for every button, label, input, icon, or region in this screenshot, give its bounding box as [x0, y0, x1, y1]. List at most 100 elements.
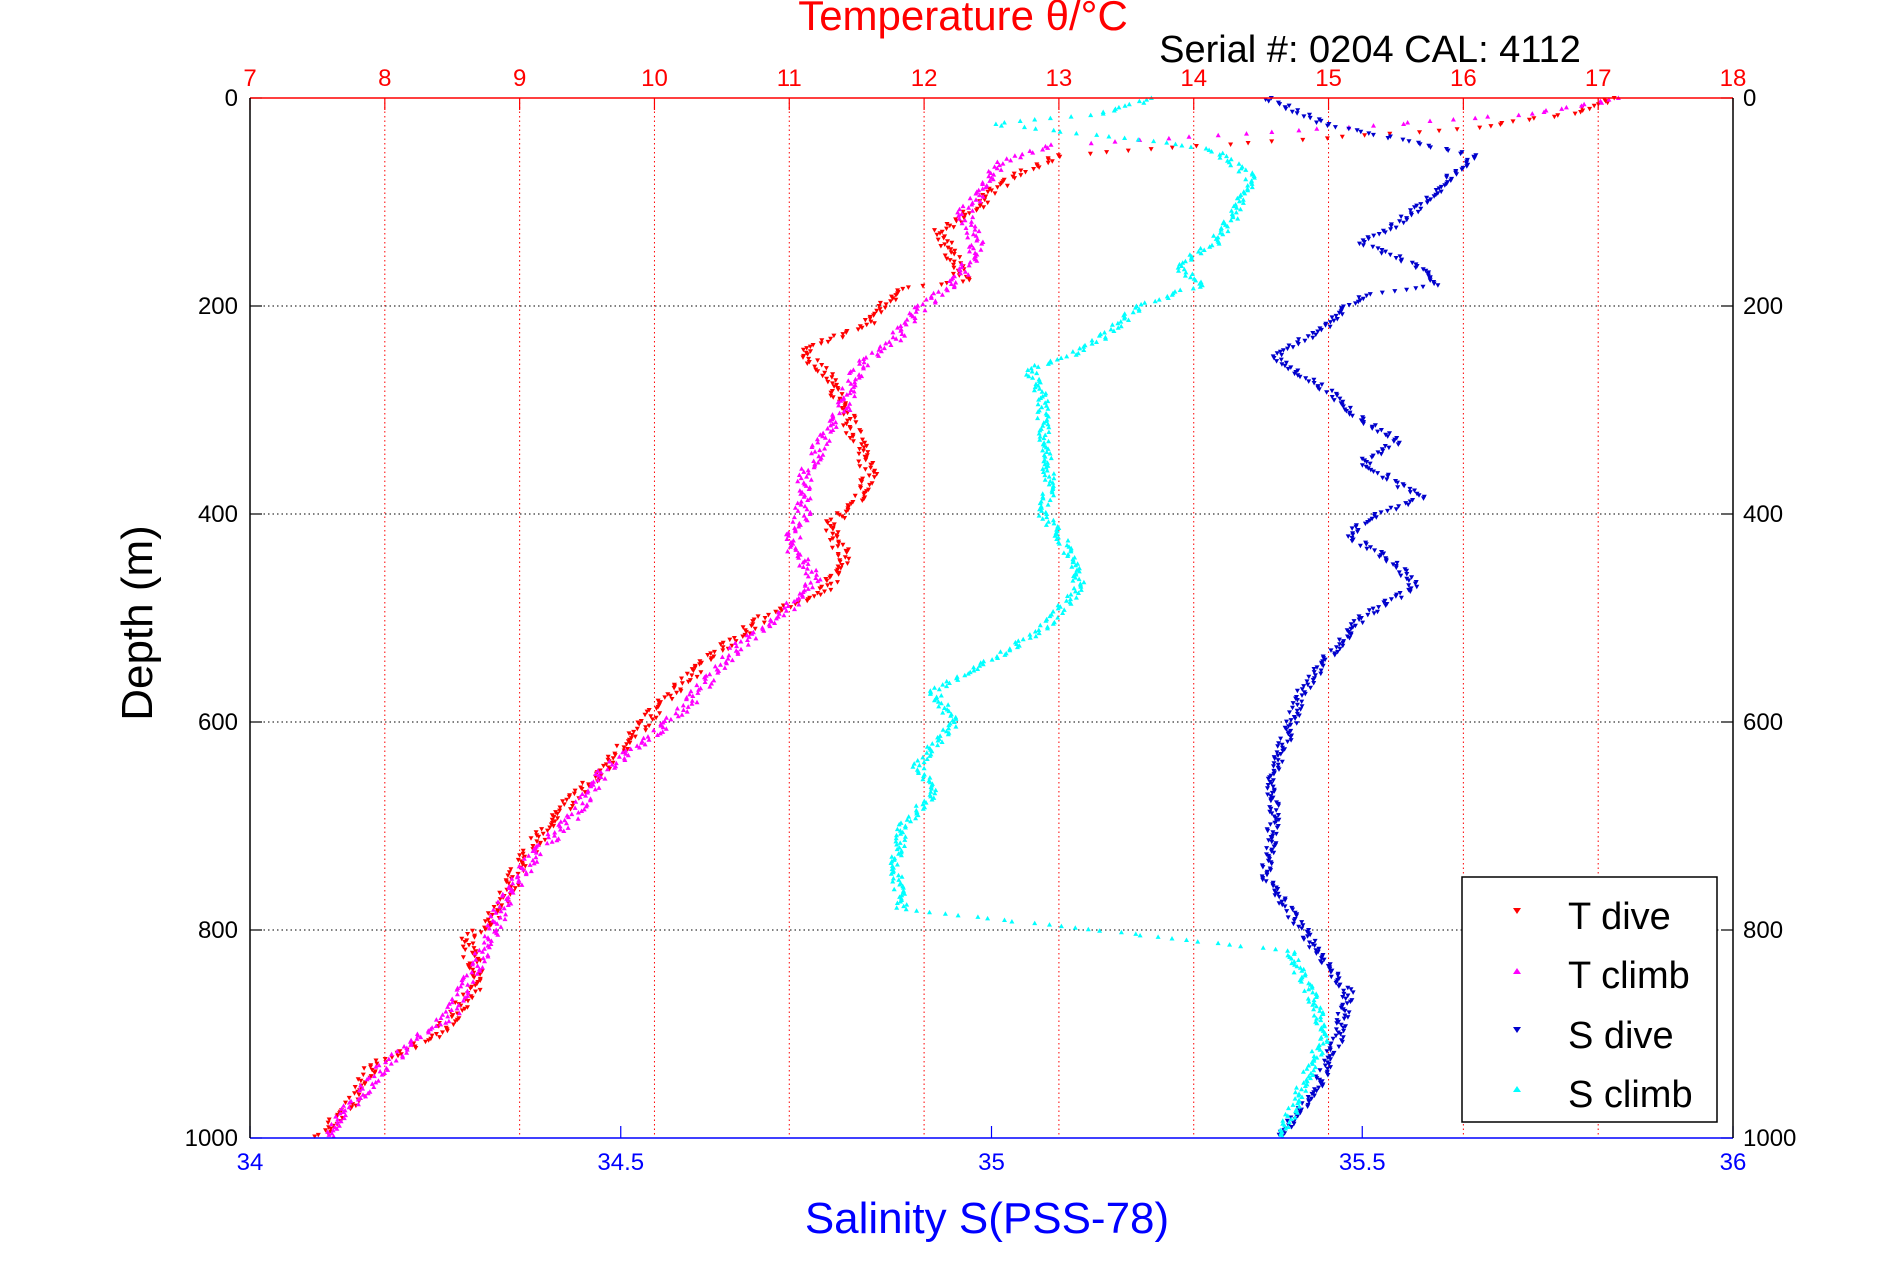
data-point-t-climb: [971, 245, 976, 251]
data-point-t-climb: [810, 584, 815, 590]
data-point-s-climb: [1055, 605, 1061, 611]
data-point-t-climb: [683, 696, 689, 702]
data-point-t-climb: [804, 566, 810, 571]
data-point-s-dive: [1336, 310, 1342, 316]
data-point-s-climb: [944, 678, 950, 684]
data-point-s-climb: [1203, 146, 1209, 151]
data-point-s-dive: [1307, 112, 1312, 118]
data-point-s-dive: [1290, 705, 1295, 711]
data-point-t-dive: [477, 972, 483, 977]
data-point-t-dive: [627, 740, 633, 746]
data-point-s-climb: [1094, 132, 1100, 137]
data-point-t-climb: [606, 759, 612, 764]
data-point-s-climb: [942, 911, 948, 916]
data-point-t-climb: [987, 178, 993, 183]
data-point-t-climb: [738, 639, 744, 644]
data-point-s-dive: [1459, 167, 1465, 172]
data-point-s-climb: [1027, 635, 1033, 640]
data-point-t-climb: [980, 186, 986, 191]
data-point-t-dive: [951, 265, 957, 271]
data-point-t-dive: [382, 1057, 388, 1062]
data-point-s-dive: [1323, 323, 1328, 328]
data-point-s-climb: [1040, 516, 1046, 521]
data-point-t-dive: [843, 330, 849, 335]
data-point-t-climb: [857, 361, 863, 366]
data-point-s-climb: [1126, 101, 1132, 107]
data-point-t-dive: [966, 278, 972, 283]
data-point-t-dive: [1049, 159, 1055, 164]
data-point-t-climb: [383, 1059, 389, 1065]
tick-label-depth-right: 0: [1743, 85, 1756, 112]
data-point-s-dive: [1346, 1010, 1352, 1015]
data-point-s-dive: [1375, 429, 1381, 435]
data-point-s-dive: [1391, 439, 1397, 444]
data-point-s-climb: [938, 700, 944, 706]
data-point-s-dive: [1324, 1049, 1330, 1054]
data-point-t-climb: [456, 1002, 462, 1008]
data-point-s-climb: [1292, 1096, 1298, 1101]
data-point-s-climb: [1136, 308, 1142, 313]
data-point-s-dive: [1333, 1027, 1339, 1032]
data-point-s-dive: [1272, 820, 1278, 826]
data-point-t-climb: [494, 921, 500, 926]
data-point-t-climb: [433, 1023, 439, 1028]
data-point-t-climb: [528, 868, 534, 874]
data-point-t-dive: [819, 363, 825, 368]
data-point-s-climb: [1044, 468, 1050, 473]
data-point-s-climb: [1068, 592, 1074, 597]
data-point-s-dive: [1349, 539, 1355, 544]
data-point-s-climb: [1294, 963, 1300, 969]
data-point-t-climb: [579, 791, 585, 796]
data-point-t-dive: [818, 341, 824, 346]
data-point-t-climb: [1472, 115, 1478, 121]
data-point-s-dive: [1458, 151, 1464, 157]
data-point-t-climb: [825, 426, 831, 431]
data-point-s-climb: [932, 697, 937, 703]
data-point-t-dive: [947, 258, 953, 263]
data-point-s-climb: [1245, 183, 1251, 188]
data-point-t-dive: [1436, 128, 1442, 134]
data-point-s-dive: [1404, 568, 1410, 574]
data-point-s-dive: [1280, 748, 1286, 754]
data-point-s-climb: [1151, 138, 1157, 144]
data-point-s-dive: [1436, 186, 1442, 191]
data-point-t-dive: [947, 223, 953, 229]
data-point-s-dive: [1365, 612, 1371, 618]
data-point-t-dive: [842, 516, 848, 521]
data-point-s-dive: [1333, 981, 1339, 986]
tick-label-temperature: 18: [1720, 65, 1747, 92]
data-point-t-climb: [980, 181, 986, 186]
data-point-s-dive: [1305, 934, 1311, 939]
data-point-s-dive: [1296, 924, 1302, 930]
data-point-s-climb: [1032, 117, 1038, 122]
data-point-t-climb: [1012, 153, 1018, 158]
data-point-s-climb: [1073, 588, 1078, 594]
data-point-t-climb: [329, 1130, 335, 1136]
data-point-s-dive: [1274, 351, 1280, 356]
data-point-s-dive: [1279, 902, 1285, 908]
data-point-s-dive: [1345, 1015, 1351, 1020]
data-point-s-climb: [940, 710, 946, 715]
data-point-t-climb: [1427, 118, 1433, 123]
data-point-s-climb: [1211, 233, 1217, 238]
data-point-s-dive: [1313, 951, 1319, 956]
data-point-s-dive: [1275, 744, 1281, 749]
data-point-s-dive: [1407, 589, 1413, 594]
data-point-t-climb: [480, 949, 485, 954]
data-point-s-dive: [1275, 753, 1281, 758]
data-point-t-climb: [1450, 117, 1456, 122]
data-point-s-climb: [1106, 134, 1112, 139]
data-point-s-dive: [1291, 921, 1296, 927]
data-point-s-climb: [1226, 159, 1232, 165]
data-point-t-dive: [827, 575, 833, 580]
data-point-s-dive: [1294, 913, 1299, 919]
data-point-s-dive: [1299, 687, 1305, 692]
data-point-t-dive: [800, 355, 806, 360]
data-point-s-climb: [913, 815, 919, 821]
data-point-t-climb: [922, 307, 928, 313]
data-point-t-climb: [811, 464, 817, 470]
data-point-s-climb: [1037, 622, 1043, 628]
data-point-s-climb: [1173, 141, 1178, 147]
data-point-s-dive: [1375, 609, 1380, 615]
